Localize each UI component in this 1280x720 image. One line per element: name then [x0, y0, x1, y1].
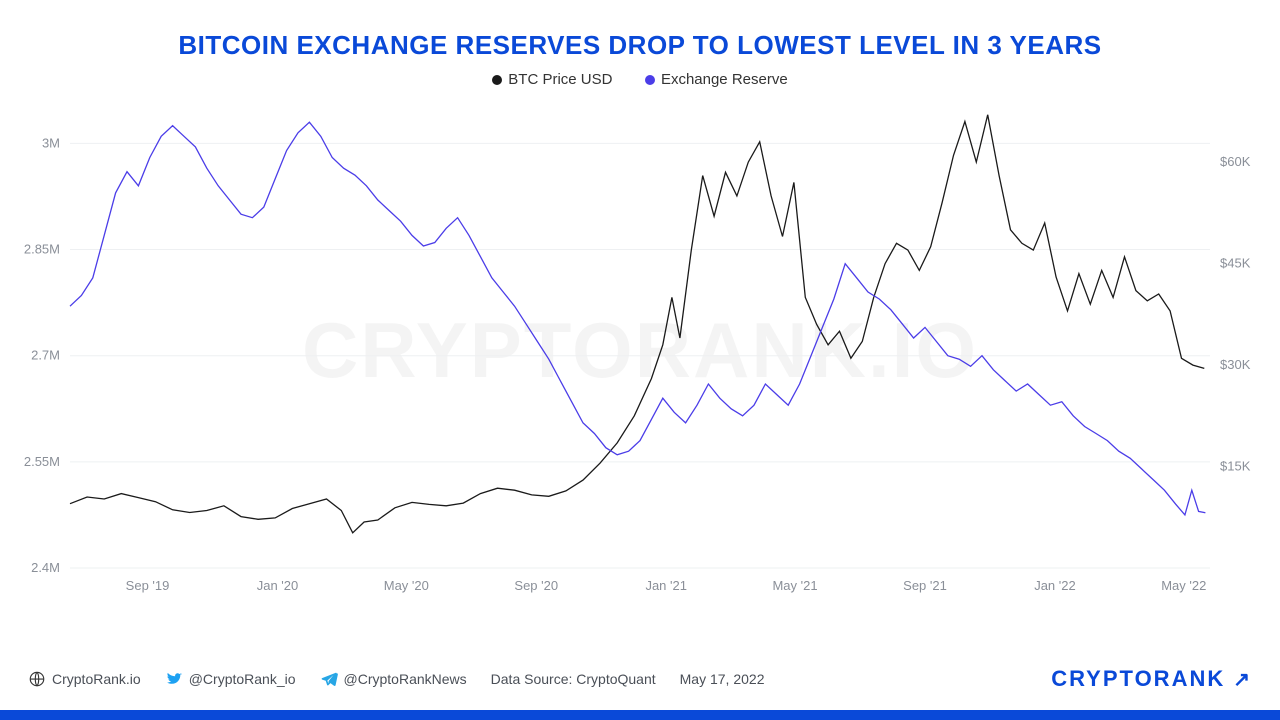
chart-area: CRYPTORANK.IO 2.4M2.55M2.7M2.85M3M$15K$3…	[0, 98, 1280, 618]
footer-telegram: @CryptoRankNews	[320, 670, 467, 688]
legend-label-reserve: Exchange Reserve	[661, 71, 788, 88]
legend-item-reserve: Exchange Reserve	[645, 71, 788, 88]
footer-twitter: @CryptoRank_io	[165, 670, 296, 688]
svg-text:2.4M: 2.4M	[31, 560, 60, 575]
footer-site-label: CryptoRank.io	[52, 671, 141, 687]
svg-text:May '22: May '22	[1161, 578, 1206, 593]
svg-text:2.55M: 2.55M	[24, 453, 60, 468]
chart-title: BITCOIN EXCHANGE RESERVES DROP TO LOWEST…	[0, 0, 1280, 71]
footer-brand: CRYPTORANK ↗	[1051, 666, 1252, 692]
footer-date: May 17, 2022	[680, 671, 765, 687]
svg-text:Jan '22: Jan '22	[1034, 578, 1076, 593]
bottom-bar	[0, 710, 1280, 720]
legend: BTC Price USD Exchange Reserve	[0, 71, 1280, 98]
legend-dot-btc	[492, 75, 502, 85]
svg-text:Sep '19: Sep '19	[126, 578, 170, 593]
legend-item-btc: BTC Price USD	[492, 71, 612, 88]
globe-icon	[28, 670, 46, 688]
svg-text:2.7M: 2.7M	[31, 347, 60, 362]
svg-text:Jan '21: Jan '21	[645, 578, 687, 593]
svg-text:$30K: $30K	[1220, 357, 1251, 372]
legend-dot-reserve	[645, 75, 655, 85]
footer-twitter-label: @CryptoRank_io	[189, 671, 296, 687]
chart-svg: 2.4M 2.55M 2.7M 2.85M 3M $15K $30K $45K $60K Sep …	[0, 98, 1280, 618]
footer: CryptoRank.io @CryptoRank_io @CryptoRank…	[0, 652, 1280, 706]
arrow-icon: ↗	[1233, 667, 1252, 692]
svg-text:May '21: May '21	[772, 578, 817, 593]
footer-brand-label: CRYPTORANK	[1051, 666, 1225, 692]
twitter-icon	[165, 670, 183, 688]
footer-site: CryptoRank.io	[28, 670, 141, 688]
svg-text:2.85M: 2.85M	[24, 241, 60, 256]
telegram-icon	[320, 670, 338, 688]
svg-text:Sep '20: Sep '20	[514, 578, 558, 593]
svg-text:3M: 3M	[42, 135, 60, 150]
footer-telegram-label: @CryptoRankNews	[344, 671, 467, 687]
footer-source: Data Source: CryptoQuant	[491, 671, 656, 687]
svg-text:Sep '21: Sep '21	[903, 578, 947, 593]
svg-text:$60K: $60K	[1220, 154, 1251, 169]
legend-label-btc: BTC Price USD	[508, 71, 612, 88]
svg-text:May '20: May '20	[384, 578, 429, 593]
svg-text:Jan '20: Jan '20	[257, 578, 299, 593]
svg-text:$15K: $15K	[1220, 458, 1251, 473]
svg-text:$45K: $45K	[1220, 255, 1251, 270]
